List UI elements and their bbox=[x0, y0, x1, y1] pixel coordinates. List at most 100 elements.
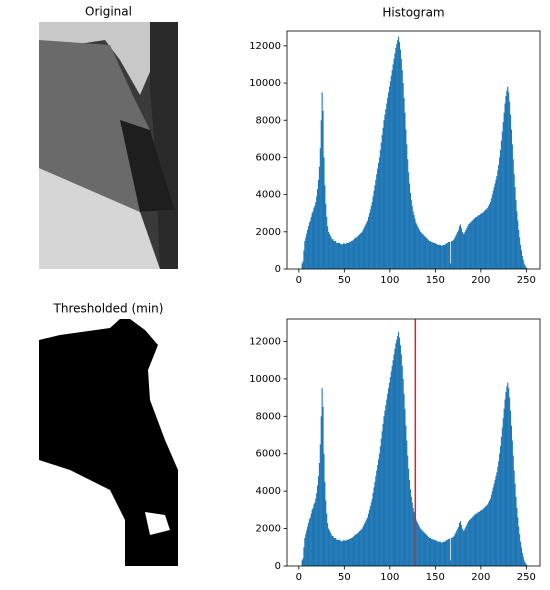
bar bbox=[526, 565, 528, 566]
bar bbox=[368, 213, 371, 269]
bar bbox=[361, 231, 363, 269]
bar bbox=[326, 513, 328, 566]
bar bbox=[475, 216, 477, 269]
bar bbox=[338, 539, 340, 566]
bar bbox=[498, 461, 500, 566]
bar bbox=[471, 517, 473, 566]
y-tick-label: 2000 bbox=[256, 227, 281, 238]
bar bbox=[464, 528, 466, 566]
bar bbox=[510, 129, 512, 269]
bar bbox=[428, 241, 431, 269]
bar bbox=[334, 537, 336, 566]
bar bbox=[349, 242, 351, 269]
bar bbox=[313, 207, 315, 269]
bar bbox=[339, 540, 341, 566]
bar bbox=[523, 263, 525, 269]
bar bbox=[442, 541, 444, 566]
bar bbox=[391, 70, 393, 269]
bar bbox=[495, 179, 497, 269]
bar bbox=[477, 512, 479, 566]
bar bbox=[340, 540, 342, 566]
bar bbox=[369, 209, 371, 269]
bar bbox=[310, 216, 312, 269]
bar bbox=[486, 208, 488, 269]
bar bbox=[350, 537, 352, 566]
y-tick-label: 6000 bbox=[256, 449, 281, 460]
bar bbox=[339, 243, 341, 269]
bar bbox=[423, 532, 425, 566]
bar bbox=[388, 92, 390, 269]
bar bbox=[455, 235, 457, 269]
x-tick-label: 50 bbox=[338, 572, 351, 583]
bar bbox=[303, 547, 305, 566]
bar bbox=[456, 233, 458, 269]
bar bbox=[348, 242, 350, 269]
bar bbox=[456, 530, 458, 566]
bar bbox=[509, 410, 512, 566]
bar bbox=[519, 237, 521, 269]
bar bbox=[500, 140, 502, 269]
bar bbox=[374, 185, 376, 269]
bar bbox=[404, 408, 406, 566]
bar bbox=[378, 459, 380, 566]
bar bbox=[343, 539, 345, 566]
bar bbox=[479, 510, 482, 566]
bar bbox=[367, 220, 369, 269]
x-tick-label: 100 bbox=[380, 275, 399, 286]
bar bbox=[509, 114, 512, 269]
y-tick-label: 0 bbox=[275, 561, 281, 572]
bar bbox=[455, 532, 457, 566]
bar bbox=[362, 229, 364, 269]
bar bbox=[393, 58, 395, 269]
bar bbox=[386, 103, 388, 269]
bar bbox=[319, 444, 321, 566]
bar bbox=[332, 239, 334, 269]
bar bbox=[377, 464, 379, 566]
bar bbox=[524, 562, 526, 566]
bar bbox=[499, 150, 502, 269]
bar bbox=[402, 378, 404, 566]
bar bbox=[385, 109, 387, 269]
bar bbox=[484, 210, 486, 269]
y-tick-label: 12000 bbox=[249, 336, 281, 347]
bar bbox=[511, 440, 513, 566]
bar bbox=[447, 539, 449, 566]
bar bbox=[355, 534, 357, 566]
bar bbox=[349, 538, 351, 566]
bar bbox=[384, 410, 386, 566]
bar bbox=[337, 242, 339, 269]
bar bbox=[518, 526, 520, 566]
bar bbox=[336, 539, 338, 566]
bar bbox=[420, 529, 422, 566]
bar bbox=[438, 541, 441, 566]
bar bbox=[500, 436, 502, 566]
bar bbox=[502, 122, 504, 269]
x-tick-label: 150 bbox=[426, 275, 445, 286]
bar bbox=[326, 216, 328, 269]
bar bbox=[346, 539, 348, 566]
y-tick-label: 10000 bbox=[249, 78, 281, 89]
bar bbox=[519, 244, 522, 269]
bar bbox=[431, 242, 433, 269]
bar bbox=[430, 538, 432, 566]
bar bbox=[334, 241, 336, 269]
bar bbox=[443, 541, 445, 566]
bar bbox=[321, 388, 323, 566]
bar bbox=[514, 187, 516, 269]
bar bbox=[309, 517, 311, 566]
bar bbox=[488, 205, 490, 269]
bar bbox=[434, 539, 436, 566]
bar bbox=[400, 354, 402, 566]
bar bbox=[359, 233, 361, 269]
bar bbox=[380, 142, 382, 269]
bar bbox=[460, 524, 462, 566]
x-tick-label: 0 bbox=[296, 572, 302, 583]
bar bbox=[501, 427, 503, 566]
bar bbox=[314, 502, 316, 566]
bar bbox=[496, 472, 498, 566]
bar bbox=[422, 234, 424, 269]
bar bbox=[521, 552, 523, 566]
bar bbox=[433, 242, 435, 269]
bar bbox=[431, 538, 433, 566]
bar bbox=[327, 522, 329, 566]
